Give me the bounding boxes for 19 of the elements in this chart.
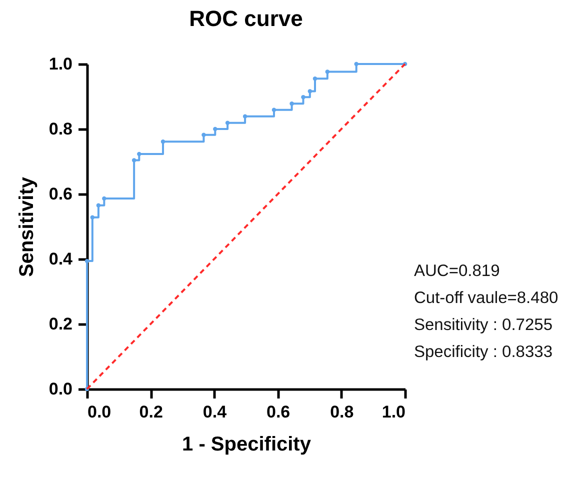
y-tick-label: 0.8 [48,120,72,138]
x-tick-label: 0.8 [330,402,354,422]
x-tick-label: 0.4 [202,402,228,422]
x-tick-label: 0.0 [88,402,112,422]
x-tick-label: 0.2 [139,402,163,422]
y-tick-label: 0.2 [48,314,72,334]
chart-title: ROC curve [189,6,303,31]
y-tick-label: 0.6 [48,184,72,204]
y-tick-label: 0.4 [48,250,74,268]
text: AUC=0.819 [414,261,501,282]
text: Specificity : 0.8333 [414,342,554,363]
text: Sensitivity : 0.7255 [414,315,554,336]
text: Cut-off vaule=8.480 [414,288,558,309]
y-axis-title: Sensitivity [16,176,38,278]
y-tick-label: 0.0 [48,380,72,398]
x-tick-label: 1.0 [382,402,406,422]
x-tick-label: 0.6 [266,402,290,422]
x-axis-title: 1 - Specificity [182,434,312,456]
y-tick-label: 1.0 [48,54,72,74]
